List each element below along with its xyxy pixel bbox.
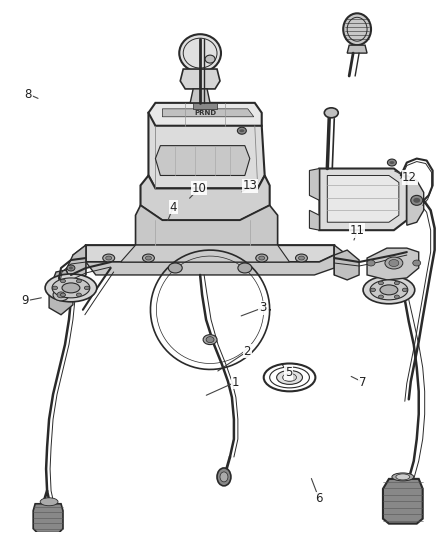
Text: PRND: PRND — [194, 110, 216, 116]
Ellipse shape — [60, 293, 65, 296]
Polygon shape — [73, 245, 86, 275]
Ellipse shape — [142, 254, 155, 262]
Ellipse shape — [396, 474, 410, 480]
Ellipse shape — [411, 196, 423, 205]
Polygon shape — [383, 479, 423, 523]
Text: 9: 9 — [21, 294, 29, 308]
Ellipse shape — [324, 108, 338, 118]
Ellipse shape — [60, 279, 65, 282]
Ellipse shape — [76, 279, 81, 282]
Polygon shape — [148, 113, 265, 188]
Ellipse shape — [389, 260, 399, 266]
Polygon shape — [180, 69, 220, 89]
Ellipse shape — [283, 374, 297, 382]
Polygon shape — [155, 146, 250, 175]
Text: 4: 4 — [170, 200, 177, 214]
Ellipse shape — [145, 256, 152, 260]
Ellipse shape — [238, 263, 252, 273]
Ellipse shape — [85, 286, 89, 289]
Ellipse shape — [392, 473, 414, 481]
Polygon shape — [367, 248, 419, 280]
Ellipse shape — [179, 34, 221, 72]
Polygon shape — [407, 175, 424, 225]
Ellipse shape — [370, 280, 408, 300]
Ellipse shape — [277, 370, 303, 384]
Ellipse shape — [296, 254, 307, 262]
Polygon shape — [193, 103, 217, 109]
Polygon shape — [148, 103, 262, 126]
Text: 13: 13 — [243, 180, 258, 192]
Text: 12: 12 — [402, 171, 417, 184]
Ellipse shape — [53, 289, 69, 301]
Ellipse shape — [367, 260, 375, 266]
Text: 8: 8 — [25, 87, 32, 101]
Ellipse shape — [389, 161, 394, 164]
Text: 6: 6 — [315, 492, 323, 505]
Ellipse shape — [69, 266, 73, 270]
Ellipse shape — [45, 274, 97, 302]
Ellipse shape — [103, 254, 115, 262]
Polygon shape — [319, 168, 407, 230]
Ellipse shape — [217, 468, 231, 486]
Ellipse shape — [220, 472, 228, 482]
Ellipse shape — [256, 254, 268, 262]
Polygon shape — [347, 45, 367, 53]
Ellipse shape — [240, 129, 244, 132]
Ellipse shape — [413, 198, 420, 203]
Polygon shape — [309, 168, 319, 200]
Polygon shape — [135, 205, 278, 245]
Polygon shape — [86, 245, 334, 262]
Ellipse shape — [52, 278, 90, 298]
Ellipse shape — [371, 288, 375, 292]
Ellipse shape — [259, 256, 265, 260]
Polygon shape — [309, 211, 319, 230]
Ellipse shape — [385, 257, 403, 269]
Ellipse shape — [380, 285, 398, 295]
Ellipse shape — [205, 55, 215, 63]
Polygon shape — [334, 250, 359, 280]
Ellipse shape — [67, 265, 75, 271]
Text: 2: 2 — [244, 345, 251, 358]
Ellipse shape — [403, 288, 407, 292]
Ellipse shape — [363, 276, 415, 304]
Polygon shape — [334, 245, 347, 275]
Ellipse shape — [203, 335, 217, 345]
Text: 3: 3 — [259, 301, 266, 314]
Text: 10: 10 — [192, 182, 207, 195]
Text: 11: 11 — [350, 224, 365, 237]
Ellipse shape — [62, 283, 80, 293]
Ellipse shape — [298, 256, 304, 260]
Polygon shape — [49, 270, 73, 315]
Ellipse shape — [237, 127, 246, 134]
Ellipse shape — [394, 281, 399, 285]
Text: 1: 1 — [232, 376, 239, 389]
Ellipse shape — [168, 263, 182, 273]
Polygon shape — [33, 504, 63, 532]
Ellipse shape — [378, 281, 383, 285]
Polygon shape — [120, 245, 290, 262]
Text: 7: 7 — [359, 376, 366, 389]
Ellipse shape — [394, 295, 399, 298]
Polygon shape — [162, 109, 254, 117]
Ellipse shape — [343, 13, 371, 45]
Polygon shape — [86, 255, 334, 275]
Ellipse shape — [378, 295, 383, 298]
Polygon shape — [327, 175, 399, 222]
Polygon shape — [190, 89, 210, 103]
Ellipse shape — [40, 498, 58, 506]
Ellipse shape — [53, 286, 57, 289]
Ellipse shape — [106, 256, 112, 260]
Ellipse shape — [413, 260, 421, 266]
Ellipse shape — [206, 337, 214, 343]
Polygon shape — [66, 245, 86, 285]
Text: 5: 5 — [285, 366, 292, 379]
Ellipse shape — [76, 293, 81, 296]
Ellipse shape — [388, 159, 396, 166]
Polygon shape — [141, 175, 270, 220]
Ellipse shape — [57, 292, 65, 298]
